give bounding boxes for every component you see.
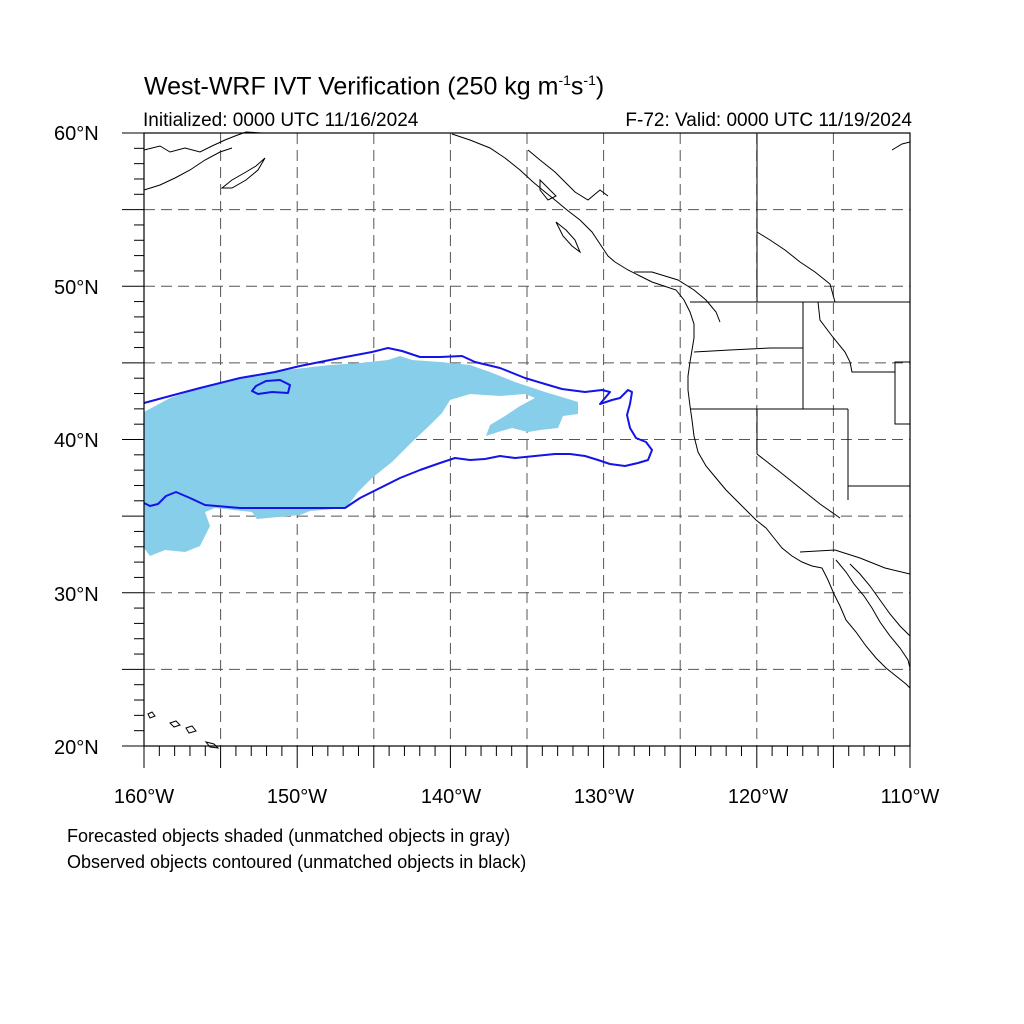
title-end: ): [595, 72, 605, 101]
lat-label-40: 40°N: [54, 430, 99, 452]
title-sup-1: -1: [558, 72, 571, 88]
legend-note-forecast: Forecasted objects shaded (unmatched obj…: [67, 826, 511, 846]
legend-note-observed: Observed objects contoured (unmatched ob…: [67, 852, 527, 872]
political-boundaries: [690, 134, 911, 575]
lon-label-140w: 140°W: [420, 786, 482, 808]
coastlines: [143, 131, 911, 749]
forecast-ivt-object: [144, 356, 578, 556]
lon-label-130w: 130°W: [573, 786, 635, 808]
observed-ivt-contour: [143, 347, 653, 509]
observed-small-loop: [251, 379, 291, 395]
lat-label-50: 50°N: [54, 277, 99, 299]
lon-label-160w: 160°W: [113, 786, 175, 808]
title-mid: s: [570, 72, 584, 101]
lon-label-110w: 110°W: [880, 786, 940, 808]
valid-time-label: F-72: Valid: 0000 UTC 11/19/2024: [625, 110, 912, 131]
lat-label-30: 30°N: [54, 584, 99, 606]
lon-label-150w: 150°W: [266, 786, 328, 808]
axis-ticks: [122, 132, 911, 768]
init-time-label: Initialized: 0000 UTC 11/16/2024: [143, 110, 419, 131]
lat-label-60: 60°N: [54, 123, 99, 145]
lon-label-120w: 120°W: [727, 786, 789, 808]
map-title: West-WRF IVT Verification (250 kg m-1s-1…: [144, 72, 604, 101]
plot-frame: [143, 132, 911, 747]
title-sup-2: -1: [583, 72, 596, 88]
lat-label-20: 20°N: [54, 737, 99, 759]
title-text: West-WRF IVT Verification (250 kg m: [144, 72, 559, 101]
